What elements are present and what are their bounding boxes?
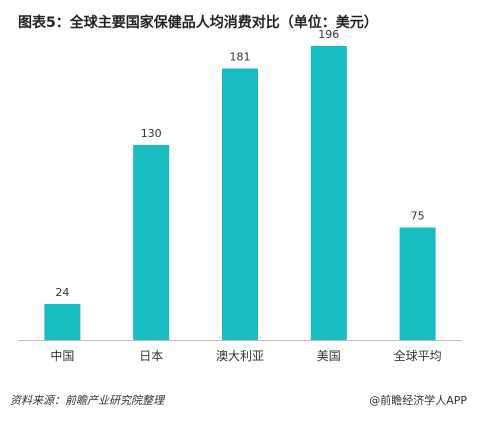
- bar-2: [222, 68, 258, 340]
- category-label-3: 美国: [317, 349, 341, 363]
- bar-1: [133, 145, 170, 340]
- category-label-2: 澳大利亚: [216, 349, 264, 363]
- data-label-1: 130: [141, 127, 162, 140]
- data-label-4: 75: [411, 210, 425, 223]
- category-label-1: 日本: [139, 349, 163, 363]
- bar-3: [310, 46, 347, 340]
- data-label-2: 181: [230, 51, 251, 64]
- bar-4: [399, 227, 436, 340]
- data-label-0: 24: [55, 286, 69, 299]
- source-note: 资料来源：前瞻产业研究院整理: [10, 394, 164, 407]
- data-label-3: 196: [318, 28, 339, 41]
- brand-credit: @前瞻经济学人APP: [369, 394, 467, 407]
- category-label-0: 中国: [50, 348, 74, 363]
- chart-title: 图表5：全球主要国家保健品人均消费对比（单位：美元）: [18, 15, 378, 31]
- bar-0: [44, 304, 81, 340]
- category-label-4: 全球平均: [394, 348, 442, 363]
